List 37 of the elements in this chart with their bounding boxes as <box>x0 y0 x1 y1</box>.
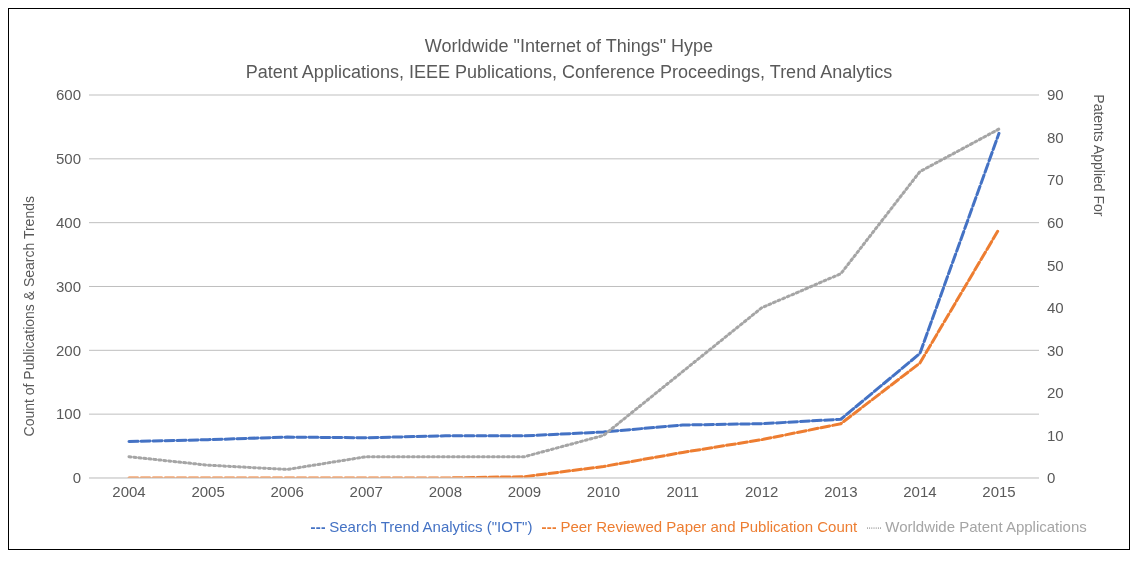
y2-tick-label: 80 <box>1047 128 1064 146</box>
y-tick-label: 400 <box>55 213 81 231</box>
y2-tick-label: 0 <box>1047 469 1056 487</box>
x-tick-label: 2005 <box>191 482 225 500</box>
x-tick-label: 2012 <box>745 482 779 500</box>
y-tick-label: 600 <box>55 86 81 104</box>
legend-label: Worldwide Patent Applications <box>885 517 1087 535</box>
x-tick-label: 2015 <box>982 482 1016 500</box>
y-tick-label: 100 <box>55 405 81 423</box>
x-tick-label: 2013 <box>824 482 858 500</box>
line-series <box>127 227 1001 478</box>
y2-tick-label: 60 <box>1047 213 1064 231</box>
y2-axis-title: Patents Applied For <box>1091 94 1108 217</box>
x-tick-label: 2011 <box>666 482 699 500</box>
y2-tick-label: 70 <box>1047 171 1064 189</box>
y-tick-label: 500 <box>55 150 81 168</box>
x-tick-label: 2009 <box>507 482 542 500</box>
y2-tick-label: 50 <box>1047 256 1064 274</box>
y2-tick-label: 30 <box>1047 341 1064 359</box>
y-axis-title: Count of Publications & Search Trends <box>20 196 37 437</box>
x-tick-label: 2004 <box>112 482 146 500</box>
x-tick-label: 2010 <box>586 482 621 500</box>
legend-label: Peer Reviewed Paper and Publication Count <box>560 517 858 535</box>
y-tick-label: 0 <box>72 469 81 487</box>
x-tick-label: 2008 <box>428 482 463 500</box>
x-tick-label: 2014 <box>903 482 937 500</box>
y2-tick-label: 20 <box>1047 384 1064 402</box>
x-tick-label: 2006 <box>270 482 304 500</box>
legend-label: Search Trend Analytics ("IOT") <box>329 517 533 535</box>
chart-subtitle: Patent Applications, IEEE Publications, Conference Proceedings, Trend Analytics <box>244 61 894 84</box>
chart-title: Worldwide "Internet of Things" Hype <box>423 35 715 58</box>
y2-tick-label: 40 <box>1047 299 1064 317</box>
y-tick-label: 300 <box>55 277 81 295</box>
y2-tick-label: 10 <box>1047 426 1064 444</box>
y-tick-label: 200 <box>55 341 81 359</box>
y2-tick-label: 90 <box>1047 86 1064 104</box>
x-tick-label: 2007 <box>349 482 383 500</box>
